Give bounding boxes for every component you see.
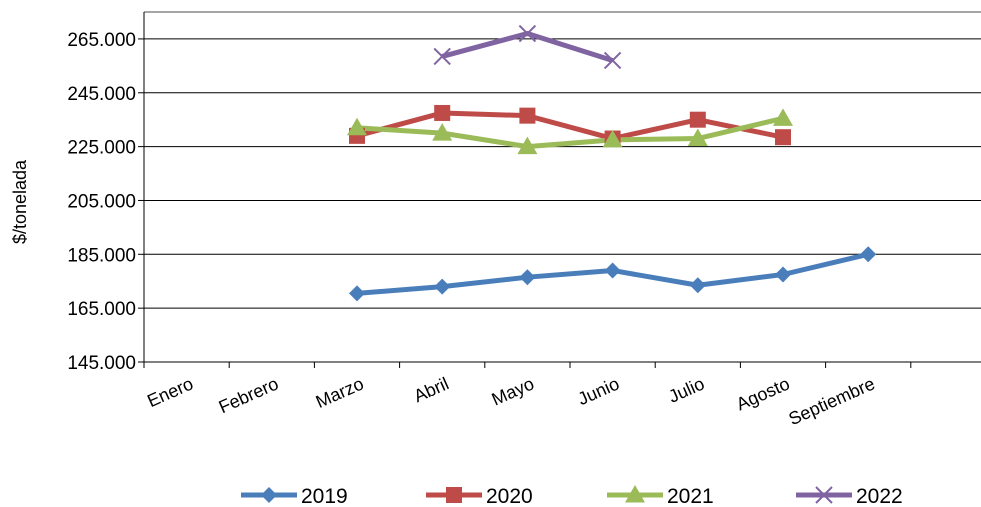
series-markers (347, 24, 877, 302)
data-point-2019 (860, 246, 877, 263)
x-tick-label: Febrero (216, 373, 282, 417)
data-point-2019 (434, 278, 451, 295)
legend-label: 2019 (301, 485, 348, 507)
legend-marker-2021 (625, 485, 645, 503)
x-tick-label: Septiembre (786, 373, 878, 429)
y-tick-label: 225.000 (67, 138, 136, 159)
data-point-2021 (347, 117, 367, 136)
axes: 145.000 165.000 185.000 205.000 225.000 245.0… (67, 12, 981, 429)
y-tick-label: 245.000 (67, 84, 136, 105)
data-point-2021 (432, 123, 453, 141)
data-point-2021 (687, 128, 708, 147)
x-tick-label: Junio (575, 373, 622, 409)
data-point-2021 (602, 129, 623, 148)
legend-label: 2020 (486, 485, 533, 507)
data-point-2019 (604, 262, 621, 279)
legend-label: 2021 (667, 485, 714, 507)
data-point-2022 (433, 47, 451, 66)
data-point-2020 (519, 107, 536, 124)
y-tick-label: 165.000 (67, 299, 136, 320)
series-line-2021 (356, 115, 784, 150)
data-point-2020 (434, 104, 451, 121)
gridlines (144, 11, 981, 309)
x-tick-label: Marzo (313, 373, 367, 412)
data-point-2021 (517, 136, 538, 155)
x-tick-label: Julio (665, 373, 707, 406)
data-point-2020 (689, 111, 706, 128)
y-axis-label: $/tonelada (10, 159, 30, 244)
series-line-2022 (441, 31, 614, 63)
y-tick-label: 205.000 (67, 191, 136, 212)
legend-marker-2019 (261, 487, 277, 503)
legend-marker-2020 (446, 487, 462, 503)
data-point-2021 (773, 108, 793, 126)
data-point-2022 (603, 51, 622, 70)
x-tick-label: Abril (411, 373, 452, 406)
data-point-2019 (775, 266, 791, 283)
legend: 2019 2020 2021 2022 (241, 485, 903, 507)
data-point-2020 (775, 129, 791, 146)
data-point-2019 (349, 285, 365, 302)
data-point-2022 (518, 24, 537, 43)
y-tick-label: 145.000 (67, 353, 136, 374)
legend-label: 2022 (856, 485, 903, 507)
legend-marker-2022 (815, 486, 833, 504)
data-point-2019 (519, 269, 536, 286)
data-point-2019 (689, 277, 706, 294)
x-tick-label: Enero (144, 373, 196, 411)
y-tick-label: 185.000 (67, 245, 136, 266)
x-tick-label: Agosto (733, 373, 792, 414)
series-line-2020 (356, 110, 784, 142)
x-tick-label: Mayo (489, 373, 537, 409)
y-tick-label: 265.000 (67, 30, 136, 51)
